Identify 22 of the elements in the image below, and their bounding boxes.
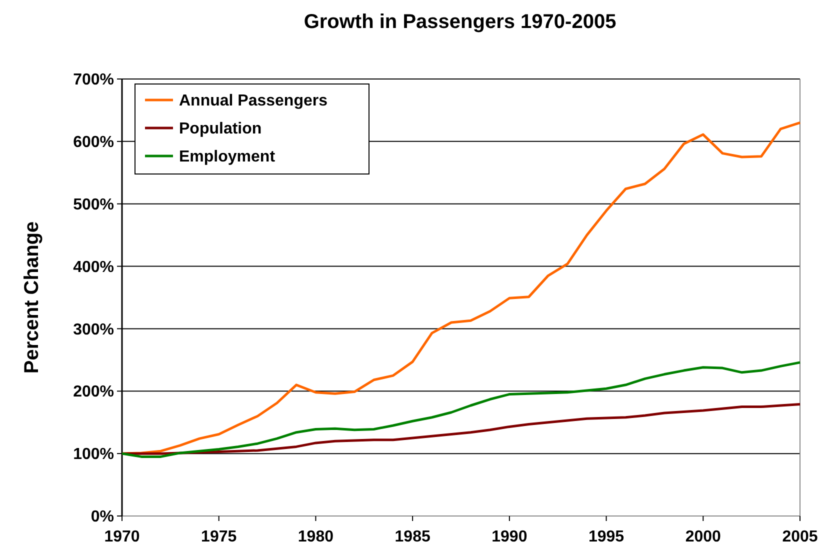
y-tick-label: 300% <box>73 321 114 338</box>
x-tick-label: 1980 <box>298 528 334 546</box>
y-tick-label: 400% <box>73 258 114 276</box>
x-tick-label: 1970 <box>104 528 140 546</box>
x-tick-label: 1975 <box>201 528 237 546</box>
x-tick-label: 1985 <box>394 528 430 546</box>
x-tick-label: 2005 <box>782 528 818 546</box>
y-tick-label: 200% <box>73 384 114 401</box>
y-tick-label: 700% <box>73 72 114 89</box>
legend-label: Annual Passengers <box>179 92 328 110</box>
y-tick-label: 600% <box>73 134 114 152</box>
legend-label: Population <box>179 120 262 138</box>
x-tick-label: 2000 <box>685 528 722 546</box>
y-tick-label: 0% <box>90 508 114 526</box>
line-series <box>120 361 802 458</box>
x-tick-label: 1995 <box>588 528 624 546</box>
chart-title: Growth in Passengers 1970-2005 <box>304 11 616 33</box>
y-axis-title: Percent Change <box>21 221 43 374</box>
x-tick-label: 1990 <box>492 528 528 546</box>
y-tick-label: 100% <box>73 446 114 464</box>
legend-label: Employment <box>179 148 276 166</box>
y-tick-label: 500% <box>73 196 114 214</box>
